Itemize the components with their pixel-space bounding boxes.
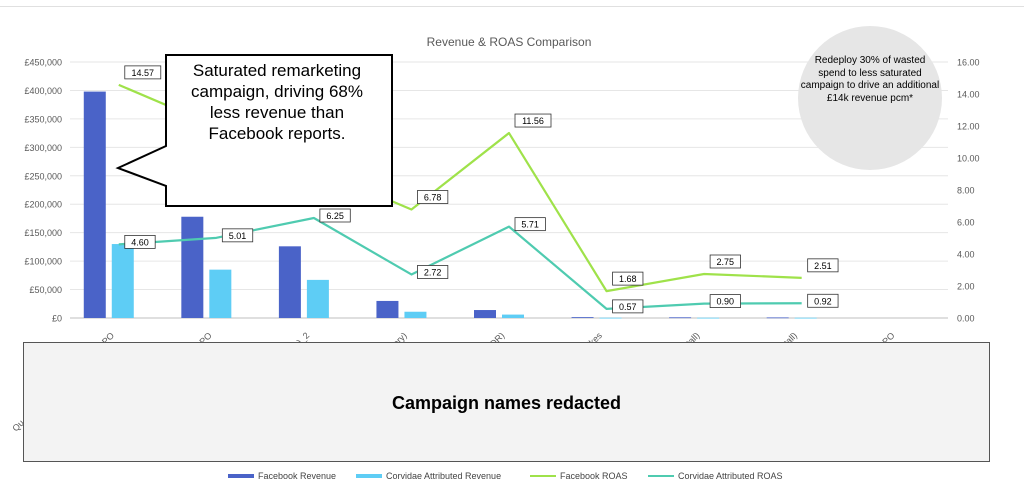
bar-facebook-revenue [669,317,692,319]
data-label-box [807,258,839,273]
bar-corvidae-revenue [404,311,427,318]
data-label-box [417,265,449,279]
redaction-label: Campaign names redacted [391,393,622,413]
bar-facebook-revenue [571,317,594,318]
data-label-box [124,65,162,80]
data-label-box [124,234,156,249]
bar-facebook-revenue [278,246,301,318]
data-label-box [709,294,741,309]
y-left-tick-label: £200,000 [24,200,62,210]
legend-swatch [228,474,254,478]
data-label-facebook-roas: 1.68 [619,274,637,284]
legend-label: Corvidae Attributed ROAS [678,471,783,481]
y-left-tick-label: £50,000 [29,285,62,295]
data-label-corvidae-roas: 0.92 [814,296,832,306]
data-label-facebook-roas: 2.75 [717,257,735,267]
y-left-tick-label: £300,000 [24,143,62,153]
data-label-box [514,113,552,128]
data-label-box [417,190,449,204]
data-label-box [807,293,839,308]
bar-corvidae-revenue [794,317,817,319]
y-left-tick-label: £400,000 [24,86,62,96]
data-label-corvidae-roas: 5.01 [229,231,247,241]
chart-title: Revenue & ROAS Comparison [427,35,592,49]
recommendation-bubble [798,26,942,170]
data-label-box [612,299,644,314]
bar-corvidae-revenue [697,317,720,319]
top-divider [0,6,1024,7]
data-label-corvidae-roas: 6.25 [326,211,344,221]
data-label-corvidae-roas: 4.60 [131,237,149,247]
callout-text: Saturated remarketing campaign, driving … [191,61,363,143]
data-label-facebook-roas: 14.57 [132,68,155,78]
data-label-corvidae-roas: 0.57 [619,302,637,312]
data-label-box [514,217,546,232]
legend-swatch [530,475,556,477]
y-left-tick-label: £0 [52,314,62,324]
bar-facebook-revenue [766,317,789,319]
bar-corvidae-revenue [111,244,134,318]
y-right-tick-label: 2.00 [957,282,975,292]
data-label-box [709,254,741,269]
data-label-corvidae-roas: 5.71 [521,220,539,230]
chart-legend: Facebook Revenue Corvidae Attributed Rev… [0,469,1024,483]
bar-corvidae-revenue [306,279,329,318]
y-left-tick-label: £250,000 [24,171,62,181]
data-label-box [221,228,254,243]
bar-facebook-revenue [83,91,106,319]
y-right-tick-label: 0.00 [957,314,975,324]
data-label-facebook-roas: 2.51 [814,261,832,271]
recommendation-text: Redeploy 30% of wasted spend to less sat… [800,55,940,104]
data-label-corvidae-roas: 2.72 [424,267,442,277]
bar-facebook-revenue [474,310,496,318]
data-label-corvidae-roas: 0.90 [717,297,735,307]
y-left-tick-label: £100,000 [24,257,62,267]
data-label-facebook-roas: 11.56 [522,116,544,126]
legend-swatch [648,475,674,477]
y-right-tick-label: 12.00 [957,122,980,132]
y-right-tick-label: 4.00 [957,250,975,260]
bar-corvidae-revenue [502,314,524,318]
y-left-tick-label: £350,000 [24,114,62,124]
y-right-tick-label: 8.00 [957,186,975,196]
y-left-tick-label: £450,000 [24,58,62,68]
bar-corvidae-revenue [209,269,232,318]
data-label-box [319,208,351,223]
legend-label: Facebook Revenue [258,471,337,481]
data-label-facebook-roas: 6.78 [424,193,442,203]
y-right-tick-label: 14.00 [957,90,980,100]
legend-swatch [356,474,382,478]
data-label-box [612,271,644,286]
y-right-tick-label: 10.00 [957,154,980,164]
y-right-tick-label: 16.00 [957,58,980,68]
bar-corvidae-revenue [599,317,622,319]
redaction-box: Campaign names redacted [23,342,990,462]
bar-facebook-revenue [181,216,204,318]
legend-label: Facebook ROAS [560,471,628,481]
legend-label: Corvidae Attributed Revenue [386,471,502,481]
y-right-tick-label: 6.00 [957,218,975,228]
bar-facebook-revenue [376,300,399,318]
callout-box [115,54,393,207]
y-left-tick-label: £150,000 [24,228,62,238]
